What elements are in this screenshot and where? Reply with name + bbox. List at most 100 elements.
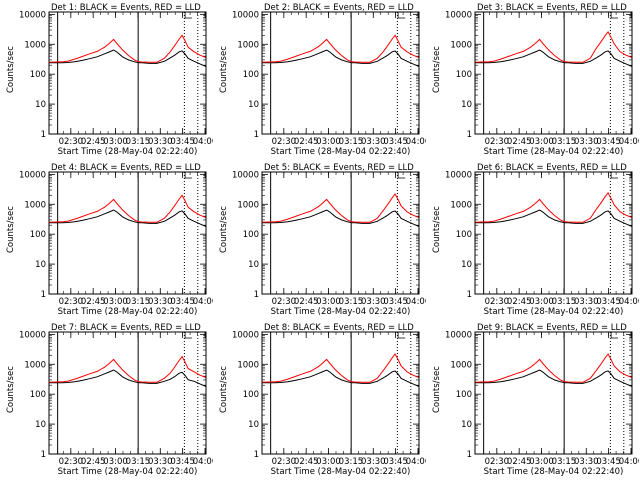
- panel-title: Det 8: BLACK = Events, RED = LLD: [264, 323, 414, 333]
- x-tick-label: 04:00: [193, 457, 213, 467]
- events-line: [262, 209, 420, 227]
- detector-plot: Det 7: BLACK = Events, RED = LLD Counts/s…: [6, 323, 213, 477]
- x-tick-label: 03:15: [339, 457, 364, 467]
- x-tick-label: 02:30: [272, 137, 297, 147]
- y-tick-label: 10: [35, 420, 46, 430]
- x-tick-label: 02:45: [81, 457, 106, 467]
- y-tick-label: 10000: [232, 170, 259, 180]
- y-tick-label: 100: [456, 230, 472, 240]
- top-marker: [397, 12, 406, 19]
- x-tick-label: 03:15: [126, 137, 151, 147]
- top-marker: [397, 332, 406, 339]
- panel-title: Det 7: BLACK = Events, RED = LLD: [51, 323, 201, 333]
- y-tick-label: 100: [30, 70, 46, 80]
- y-tick-label: 1000: [450, 200, 472, 210]
- top-marker: [610, 12, 619, 19]
- events-line: [475, 369, 633, 387]
- y-tick-label: 1: [254, 290, 259, 300]
- y-tick-label: 100: [456, 70, 472, 80]
- top-marker: [184, 332, 193, 339]
- x-tick-label: 02:45: [507, 457, 532, 467]
- x-tick-label: 03:00: [529, 297, 554, 307]
- events-line: [49, 369, 207, 387]
- lld-line: [261, 193, 420, 223]
- x-tick-label: 02:30: [59, 457, 84, 467]
- x-tick-label: 03:00: [529, 137, 554, 147]
- x-tick-label: 03:45: [383, 137, 408, 147]
- x-tick-label: 03:15: [339, 297, 364, 307]
- y-tick-label: 1: [467, 290, 472, 300]
- lld-line: [48, 194, 207, 223]
- detector-panel: Det 3: BLACK = Events, RED = LLD Counts/s…: [426, 0, 639, 160]
- y-tick-label: 1000: [237, 200, 259, 210]
- y-tick-label: 1: [467, 450, 472, 460]
- y-axis-label: Counts/sec: [432, 46, 442, 93]
- detector-panel: Det 7: BLACK = Events, RED = LLD Counts/s…: [0, 320, 213, 480]
- y-axis-label: Counts/sec: [219, 206, 229, 253]
- x-tick-label: 03:45: [170, 297, 195, 307]
- plot-frame: [474, 11, 633, 135]
- lld-line: [474, 191, 633, 223]
- x-axis-label: Start Time (28-May-04 02:22:40): [58, 147, 198, 157]
- y-axis-label: Counts/sec: [6, 46, 16, 93]
- y-axis-label: Counts/sec: [6, 366, 16, 413]
- events-line: [262, 49, 420, 67]
- y-tick-label: 10: [35, 100, 46, 110]
- y-tick-label: 10000: [445, 10, 472, 20]
- x-axis-label: Start Time (28-May-04 02:22:40): [484, 147, 624, 157]
- x-tick-label: 03:15: [126, 457, 151, 467]
- panel-title: Det 9: BLACK = Events, RED = LLD: [477, 323, 627, 333]
- x-tick-label: 02:30: [272, 457, 297, 467]
- y-tick-label: 1000: [24, 360, 46, 370]
- x-tick-label: 02:45: [81, 137, 106, 147]
- y-tick-label: 10: [248, 260, 259, 270]
- y-tick-label: 1000: [450, 40, 472, 50]
- y-tick-label: 10000: [19, 330, 46, 340]
- x-tick-label: 03:30: [148, 297, 173, 307]
- x-tick-label: 02:30: [485, 457, 510, 467]
- y-tick-label: 1: [254, 450, 259, 460]
- y-tick-label: 1000: [24, 200, 46, 210]
- x-tick-label: 03:15: [552, 137, 577, 147]
- detector-panel: Det 6: BLACK = Events, RED = LLD Counts/s…: [426, 160, 639, 320]
- x-tick-label: 03:15: [339, 137, 364, 147]
- x-tick-label: 03:00: [103, 137, 128, 147]
- detector-panel: Det 5: BLACK = Events, RED = LLD Counts/s…: [213, 160, 426, 320]
- detector-plot: Det 9: BLACK = Events, RED = LLD Counts/s…: [432, 323, 639, 477]
- y-tick-label: 1000: [237, 360, 259, 370]
- x-tick-label: 03:00: [316, 297, 341, 307]
- y-tick-label: 10000: [232, 10, 259, 20]
- x-tick-label: 04:00: [406, 297, 426, 307]
- y-tick-label: 1000: [237, 40, 259, 50]
- y-tick-label: 100: [243, 390, 259, 400]
- detector-plot: Det 1: BLACK = Events, RED = LLD Counts/s…: [6, 3, 213, 157]
- lld-line: [48, 355, 207, 383]
- x-tick-label: 03:45: [383, 457, 408, 467]
- y-tick-label: 1: [41, 450, 46, 460]
- x-tick-label: 03:45: [383, 297, 408, 307]
- detector-panel: Det 4: BLACK = Events, RED = LLD Counts/s…: [0, 160, 213, 320]
- x-axis-label: Start Time (28-May-04 02:22:40): [484, 467, 624, 477]
- y-tick-label: 1000: [450, 360, 472, 370]
- x-tick-label: 02:30: [59, 297, 84, 307]
- events-line: [475, 209, 633, 227]
- x-tick-label: 04:00: [406, 137, 426, 147]
- x-tick-label: 04:00: [619, 457, 639, 467]
- x-tick-label: 03:00: [529, 457, 554, 467]
- x-tick-label: 03:30: [148, 457, 173, 467]
- plot-frame: [261, 171, 420, 295]
- events-line: [49, 49, 207, 67]
- x-tick-label: 02:45: [294, 457, 319, 467]
- x-axis-label: Start Time (28-May-04 02:22:40): [58, 307, 198, 317]
- y-tick-label: 100: [243, 230, 259, 240]
- panel-title: Det 3: BLACK = Events, RED = LLD: [477, 3, 627, 13]
- x-tick-label: 03:30: [361, 137, 386, 147]
- x-axis-label: Start Time (28-May-04 02:22:40): [271, 147, 411, 157]
- y-axis-label: Counts/sec: [6, 206, 16, 253]
- x-tick-label: 03:00: [316, 137, 341, 147]
- x-tick-label: 03:00: [103, 457, 128, 467]
- y-tick-label: 100: [30, 230, 46, 240]
- x-tick-label: 04:00: [406, 457, 426, 467]
- x-tick-label: 04:00: [193, 137, 213, 147]
